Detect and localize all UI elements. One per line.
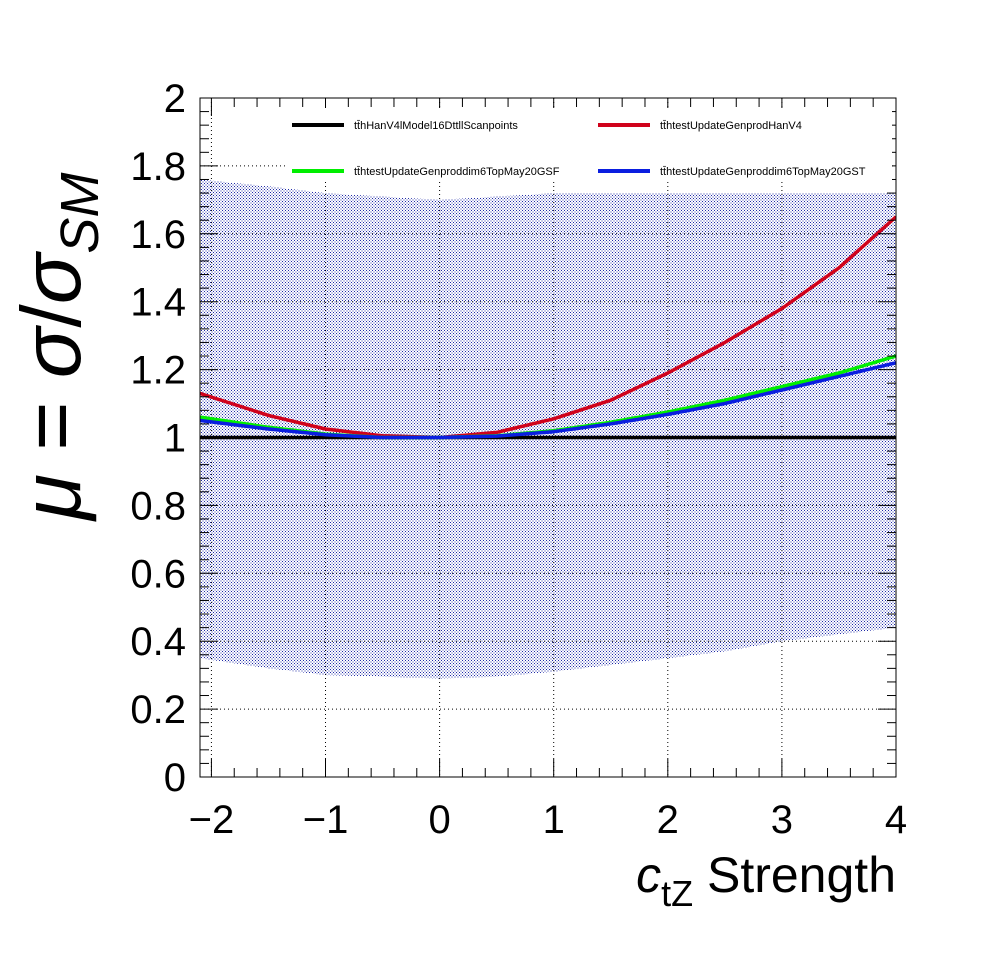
x-tick-label: 4 <box>885 798 907 842</box>
y-axis-title-eq: = <box>4 378 98 474</box>
series-layer <box>200 215 896 440</box>
y-axis-title-slash: / <box>4 304 98 328</box>
legend-label-3: tt̄htestUpdateGenproddim6TopMay20GSF <box>354 166 560 178</box>
y-tick-label: 0.4 <box>130 620 186 664</box>
x-tick-label: 0 <box>428 798 450 842</box>
series-line-2 <box>200 215 896 440</box>
y-tick-label: 0 <box>164 756 186 800</box>
y-tick-label: 2 <box>164 77 186 121</box>
uncertainty-band <box>200 179 896 679</box>
x-axis-title-rest: Strength <box>693 847 896 903</box>
x-axis-title-var: c <box>636 847 661 903</box>
x-tick-label: −1 <box>303 798 349 842</box>
y-axis-title-sigma-sm: σ <box>4 250 98 304</box>
legend-box <box>285 108 892 182</box>
y-tick-label: 1.2 <box>130 349 186 393</box>
legend-label-4: tt̄htestUpdateGenproddim6TopMay20GST <box>660 166 866 178</box>
x-tick-label: 1 <box>543 798 565 842</box>
x-tick-label: 3 <box>771 798 793 842</box>
uncertainty-band-layer <box>200 179 896 679</box>
legend: tt̄hHanV4lModel16DttllScanpoints tt̄htest… <box>285 108 892 182</box>
x-tick-label: 2 <box>657 798 679 842</box>
y-axis-title: μ = σ/σSM <box>4 173 110 522</box>
y-tick-label: 0.2 <box>130 688 186 732</box>
y-tick-label: 0.8 <box>130 484 186 528</box>
series-line-4 <box>200 361 896 440</box>
y-tick-label: 1.4 <box>130 281 186 325</box>
y-tick-label: 1.6 <box>130 213 186 257</box>
x-axis-title-sub: tZ <box>661 873 693 914</box>
x-axis-title: ctZ Strength <box>636 847 896 914</box>
y-axis-title-sub: SM <box>50 173 110 254</box>
y-tick-label: 1 <box>164 417 186 461</box>
x-tick-label: −2 <box>189 798 235 842</box>
legend-label-2: tt̄htestUpdateGenprodHanV4 <box>660 120 802 132</box>
y-tick-label: 1.8 <box>130 145 186 189</box>
y-axis-title-sigma: σ <box>4 324 98 378</box>
legend-label-1: tt̄hHanV4lModel16DttllScanpoints <box>354 120 518 132</box>
y-tick-label: 0.6 <box>130 552 186 596</box>
y-axis-title-mu: μ <box>4 474 98 522</box>
